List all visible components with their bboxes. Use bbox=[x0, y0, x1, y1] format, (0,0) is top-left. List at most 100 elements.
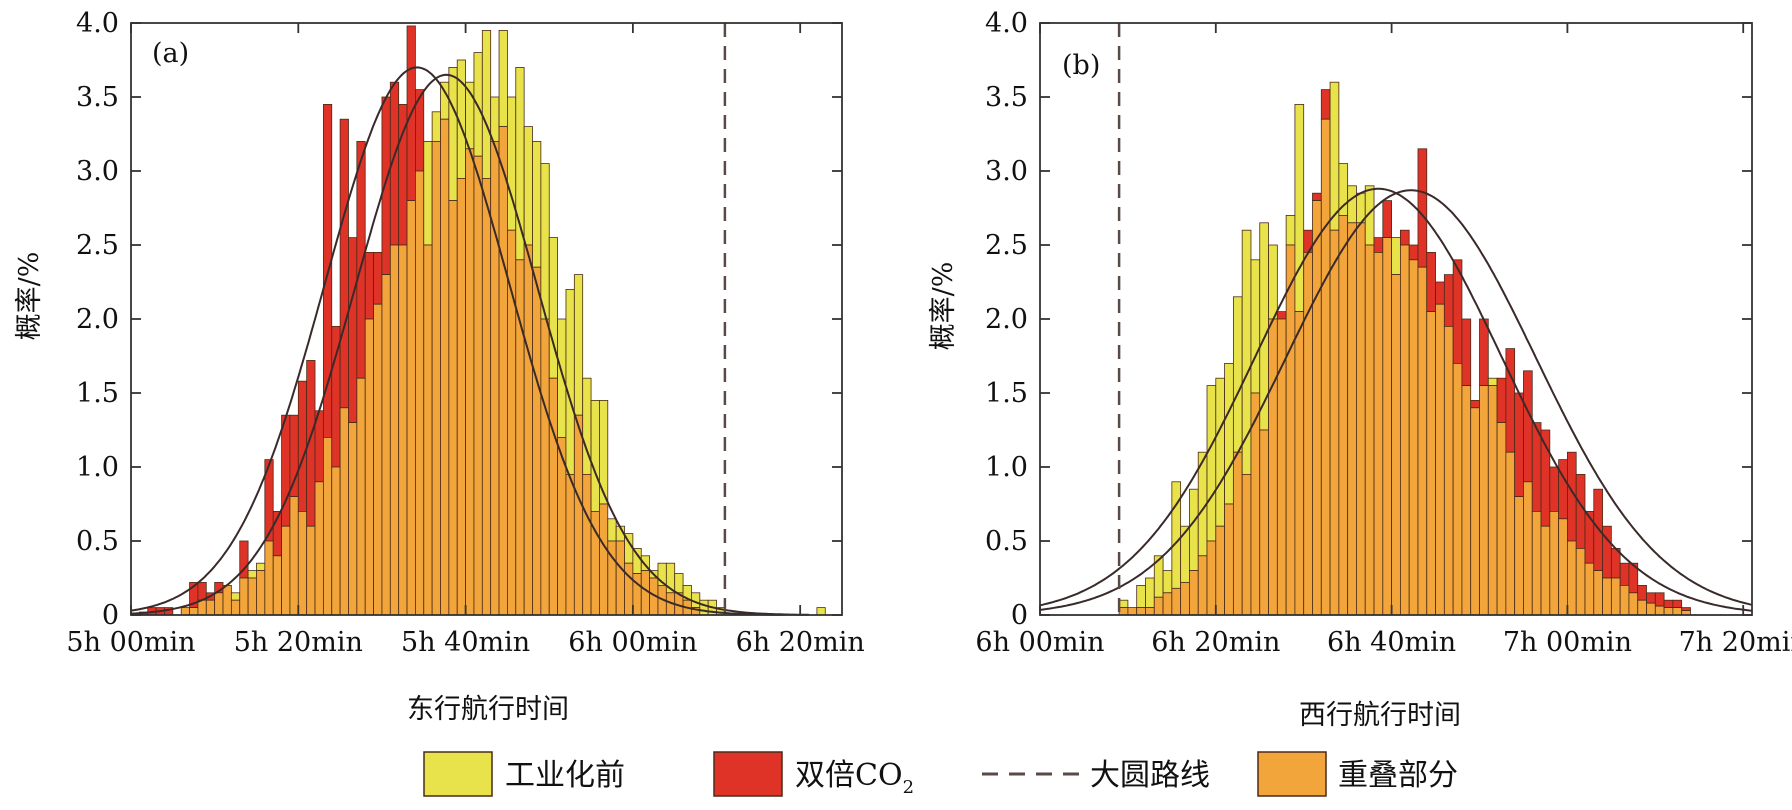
bar-overlap bbox=[1347, 222, 1357, 616]
bar-doubled-co2-excess bbox=[339, 118, 349, 409]
legend-swatch-preindustrial bbox=[423, 751, 493, 797]
bar-overlap bbox=[1153, 596, 1164, 616]
bar-overlap bbox=[448, 200, 458, 616]
bar-doubled-co2-excess bbox=[1637, 585, 1647, 601]
bar-doubled-co2-excess bbox=[1558, 459, 1568, 520]
bar-overlap bbox=[373, 303, 383, 616]
bar-doubled-co2-excess bbox=[1399, 229, 1410, 246]
bar-overlap bbox=[1637, 599, 1647, 616]
bar-preindustrial-excess bbox=[590, 399, 600, 512]
y-tick-label: 2.0 bbox=[985, 304, 1028, 335]
panel-label-a: (a) bbox=[152, 38, 189, 69]
bar-overlap bbox=[389, 244, 400, 616]
bar-overlap bbox=[281, 525, 291, 616]
y-tick-label: 2.5 bbox=[76, 230, 119, 261]
panel-label-b: (b) bbox=[1062, 50, 1100, 81]
bar-overlap bbox=[1602, 577, 1612, 616]
bar-overlap bbox=[1470, 407, 1480, 616]
bar-overlap bbox=[1540, 525, 1551, 616]
x-tick-label: 7h 00min bbox=[1503, 627, 1632, 658]
bar-doubled-co2-excess bbox=[1646, 592, 1656, 604]
legend: 工业化前 双倍CO2 大圆路线 重叠部分 bbox=[423, 751, 1458, 798]
bar-overlap bbox=[339, 407, 349, 616]
y-axis-title-west: 概率/% bbox=[928, 262, 959, 351]
bar-preindustrial-excess bbox=[230, 592, 241, 601]
bar-overlap bbox=[624, 562, 634, 616]
bar-overlap bbox=[1391, 274, 1401, 616]
bar-preindustrial-excess bbox=[565, 288, 575, 475]
bar-overlap bbox=[230, 599, 241, 616]
bar-overlap bbox=[1567, 540, 1577, 616]
bar-overlap bbox=[1171, 587, 1182, 616]
bar-doubled-co2-excess bbox=[1663, 599, 1674, 609]
bar-overlap bbox=[473, 155, 483, 616]
bar-overlap bbox=[1285, 244, 1296, 616]
bar-overlap bbox=[1593, 570, 1603, 616]
bar-doubled-co2-excess bbox=[1443, 274, 1454, 327]
bar-overlap bbox=[239, 577, 249, 616]
bar-overlap bbox=[1127, 607, 1138, 616]
bar-overlap bbox=[1558, 518, 1568, 616]
bar-overlap bbox=[189, 607, 199, 616]
bar-overlap bbox=[1531, 510, 1542, 616]
bar-doubled-co2-excess bbox=[1672, 599, 1683, 609]
y-tick-label: 0 bbox=[1011, 600, 1028, 631]
bar-overlap bbox=[582, 473, 592, 616]
bar-doubled-co2-excess bbox=[356, 140, 366, 379]
x-tick-label: 5h 40min bbox=[401, 627, 530, 658]
bar-doubled-co2-excess bbox=[297, 380, 308, 512]
bar-preindustrial-excess bbox=[448, 67, 458, 201]
x-tick-label: 6h 40min bbox=[1327, 627, 1456, 658]
bar-overlap bbox=[1320, 118, 1331, 616]
bar-overlap bbox=[1206, 540, 1217, 616]
bar-overlap bbox=[1364, 244, 1375, 616]
y-tick-label: 0 bbox=[102, 600, 119, 631]
bar-overlap bbox=[1136, 607, 1146, 616]
axis-ticks-east: 5h 00min 5h 20min 5h 40min 6h 00min 6h 20min… bbox=[66, 8, 864, 658]
bar-doubled-co2-excess bbox=[1276, 311, 1287, 320]
legend-swatch-overlap bbox=[1257, 751, 1327, 797]
bar-overlap bbox=[1549, 510, 1560, 616]
bar-overlap bbox=[532, 266, 542, 616]
bar-doubled-co2-excess bbox=[1505, 348, 1516, 453]
bar-doubled-co2-excess bbox=[1549, 466, 1560, 512]
bar-overlap bbox=[1276, 318, 1287, 616]
y-tick-label: 3.5 bbox=[76, 82, 119, 113]
x-tick-label: 5h 00min bbox=[66, 627, 195, 658]
bar-overlap bbox=[615, 540, 625, 616]
bar-overlap bbox=[322, 436, 333, 616]
legend-label-overlap: 重叠部分 bbox=[1338, 758, 1458, 793]
bar-doubled-co2-excess bbox=[1619, 562, 1630, 586]
bar-overlap bbox=[356, 377, 366, 616]
bar-overlap bbox=[381, 274, 391, 616]
y-tick-label: 3.5 bbox=[985, 82, 1028, 113]
bar-doubled-co2-excess bbox=[1382, 200, 1393, 239]
bar-doubled-co2-excess bbox=[281, 414, 291, 527]
bar-preindustrial-excess bbox=[1285, 214, 1296, 246]
bar-doubled-co2-excess bbox=[1461, 318, 1472, 386]
bar-overlap bbox=[1145, 607, 1155, 616]
bar-preindustrial-excess bbox=[1259, 222, 1269, 431]
fit-curve-doubled-co2-east bbox=[130, 66, 786, 616]
panel-a: 5h 00min 5h 20min 5h 40min 6h 00min 6h 20min… bbox=[14, 8, 865, 725]
y-tick-label: 1.5 bbox=[985, 378, 1028, 409]
bar-overlap bbox=[314, 481, 324, 616]
bar-preindustrial-excess bbox=[515, 67, 525, 261]
bar-overlap bbox=[214, 592, 224, 616]
bar-doubled-co2-excess bbox=[1312, 192, 1322, 201]
bar-overlap bbox=[1523, 481, 1533, 616]
bar-preindustrial-excess bbox=[490, 96, 500, 142]
bar-preindustrial-excess bbox=[1268, 244, 1278, 320]
bar-overlap bbox=[1452, 362, 1463, 616]
bar-overlap bbox=[1479, 385, 1489, 616]
y-tick-label: 1.5 bbox=[76, 378, 119, 409]
bar-doubled-co2-excess bbox=[289, 414, 299, 498]
bar-doubled-co2-excess bbox=[1435, 281, 1445, 305]
bar-overlap bbox=[1197, 555, 1208, 616]
bar-overlap bbox=[1338, 214, 1349, 616]
bar-overlap bbox=[490, 140, 500, 616]
bar-overlap bbox=[1575, 548, 1586, 616]
bar-overlap bbox=[540, 318, 550, 616]
bar-overlap bbox=[1215, 525, 1225, 616]
bar-overlap bbox=[523, 244, 533, 616]
